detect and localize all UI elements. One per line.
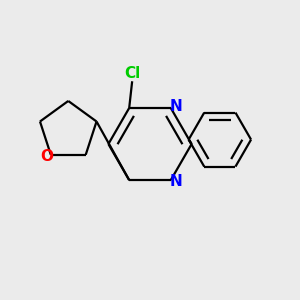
Text: Cl: Cl	[124, 66, 140, 81]
Text: O: O	[40, 149, 53, 164]
Text: N: N	[170, 99, 182, 114]
Text: N: N	[170, 174, 182, 189]
